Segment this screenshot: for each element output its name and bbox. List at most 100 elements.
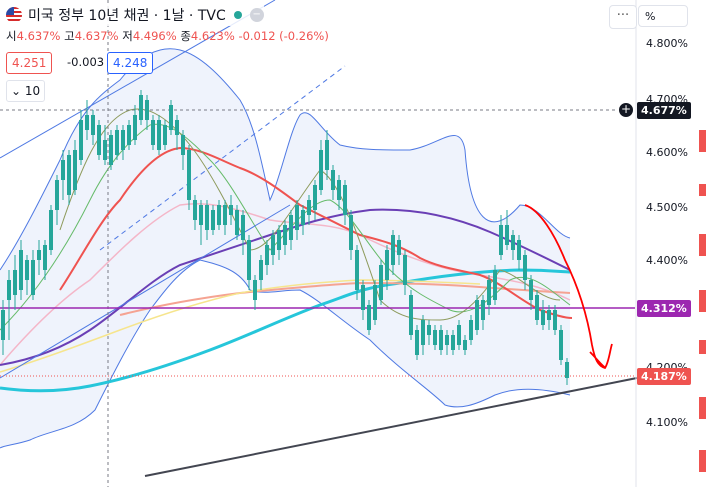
candle-body [139, 95, 143, 120]
candle-body [295, 205, 299, 230]
candle-body [49, 210, 53, 250]
candle-body [73, 150, 77, 190]
sell-button[interactable]: 4.251 [6, 52, 53, 74]
axis-label: 4.400% [646, 254, 688, 267]
candle-body [331, 170, 335, 190]
high-label: 고 [64, 29, 75, 43]
high-value: 4.637% [74, 29, 119, 43]
edge-marker [699, 397, 706, 419]
symbol-header[interactable]: 미국 정부 10년 채권 · 1날 · TVC − [6, 4, 264, 26]
indicator-toggle[interactable]: ⌄ 10 [6, 80, 46, 102]
candle-body [265, 245, 269, 265]
candle-body [1, 310, 5, 340]
us-flag-icon [6, 7, 22, 23]
candle-body [367, 305, 371, 330]
axis-label: 4.600% [646, 146, 688, 159]
change-value: -0.012 (-0.26%) [238, 29, 329, 43]
candle-body [397, 240, 401, 255]
candle-body [379, 265, 383, 300]
level-price-tag: 4.312% [637, 300, 691, 317]
candle-body [175, 120, 179, 135]
candle-body [409, 295, 413, 335]
candle-body [109, 135, 113, 165]
candle-body [487, 280, 491, 305]
candle-body [427, 325, 431, 335]
candle-body [349, 215, 353, 250]
scale-selector[interactable]: % [638, 5, 688, 27]
candle-body [223, 205, 227, 225]
axis-label: 4.800% [646, 37, 688, 50]
edge-marker [699, 234, 706, 256]
candle-body [445, 335, 449, 345]
indicator-count: 10 [24, 84, 41, 98]
candle-body [283, 225, 287, 245]
candle-body [79, 120, 83, 160]
candle-body [133, 115, 137, 140]
ma-purple [0, 208, 571, 366]
candle-body [361, 285, 365, 310]
last-price-tag: 4.187% [637, 368, 691, 385]
edge-marker [699, 290, 706, 312]
candle-body [469, 320, 473, 340]
candle-body [463, 340, 467, 350]
candle-body [559, 330, 563, 360]
candle-body [307, 200, 311, 215]
candle-body [97, 125, 101, 155]
candle-body [433, 330, 437, 345]
candle-body [19, 250, 23, 290]
candle-body [403, 255, 407, 285]
candle-body [211, 210, 215, 230]
support-trendline [144, 377, 638, 477]
open-value: 4.637% [16, 29, 61, 43]
trendline-upper-dashed [99, 65, 346, 251]
candle-body [61, 160, 65, 180]
buy-button[interactable]: 4.248 [107, 52, 154, 74]
candle-body [163, 125, 167, 145]
symbol-title[interactable]: 미국 정부 10년 채권 · 1날 · TVC [28, 8, 226, 24]
candle-body [67, 155, 71, 195]
candle-body [7, 280, 11, 300]
axis-label: 4.500% [646, 201, 688, 214]
candle-body [541, 310, 545, 325]
candle-body [193, 200, 197, 220]
candle-body [457, 325, 461, 345]
low-value: 4.496% [132, 29, 177, 43]
candle-body [523, 255, 527, 280]
bollinger-upper [0, 48, 571, 271]
ma-green [0, 123, 571, 331]
candle-body [565, 362, 569, 378]
candle-body [187, 150, 191, 200]
candle-body [25, 260, 29, 280]
crosshair-price-tag: 4.677% [637, 102, 691, 119]
candle-body [169, 105, 173, 130]
candle-body [547, 310, 551, 320]
trendline-upper [0, 0, 276, 159]
candle-body [247, 240, 251, 280]
candle-body [421, 320, 425, 345]
candle-body [313, 185, 317, 210]
candle-body [355, 250, 359, 290]
candle-body [391, 235, 395, 265]
candle-body [553, 310, 557, 330]
candle-body [121, 130, 125, 150]
candle-body [205, 205, 209, 230]
axis-label: 4.100% [646, 416, 688, 429]
candle-body [373, 285, 377, 320]
candle-body [55, 180, 59, 210]
candle-body [199, 205, 203, 225]
candle-body [235, 210, 239, 235]
bollinger-lower [0, 259, 571, 449]
add-plus-icon[interactable]: + [618, 102, 634, 118]
candle-body [91, 115, 95, 135]
candle-body [439, 330, 443, 350]
red-annotation-arrow [524, 204, 613, 370]
candle-body [289, 215, 293, 240]
candle-body [493, 270, 497, 300]
candle-body [319, 150, 323, 190]
candle-body [415, 330, 419, 355]
candle-body [13, 270, 17, 295]
candle-body [325, 140, 329, 170]
minus-icon[interactable]: − [249, 8, 264, 22]
more-button[interactable]: ··· [609, 5, 637, 29]
